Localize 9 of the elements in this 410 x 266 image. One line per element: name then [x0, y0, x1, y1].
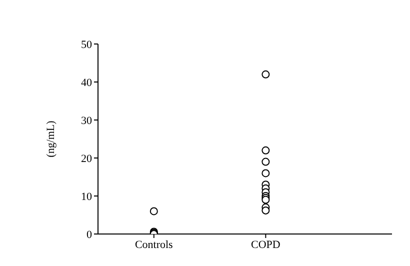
y-tick-label: 50: [81, 38, 92, 51]
y-tick-label: 10: [81, 190, 92, 203]
y-tick-label: 40: [81, 76, 92, 89]
y-tick-label: 30: [81, 114, 92, 127]
x-tick-label: COPD: [251, 238, 280, 251]
x-tick-label: Controls: [134, 238, 173, 251]
y-axis-title: (ng/mL): [44, 120, 57, 158]
y-tick-label: 20: [81, 152, 92, 165]
y-tick-label: 0: [86, 228, 92, 241]
